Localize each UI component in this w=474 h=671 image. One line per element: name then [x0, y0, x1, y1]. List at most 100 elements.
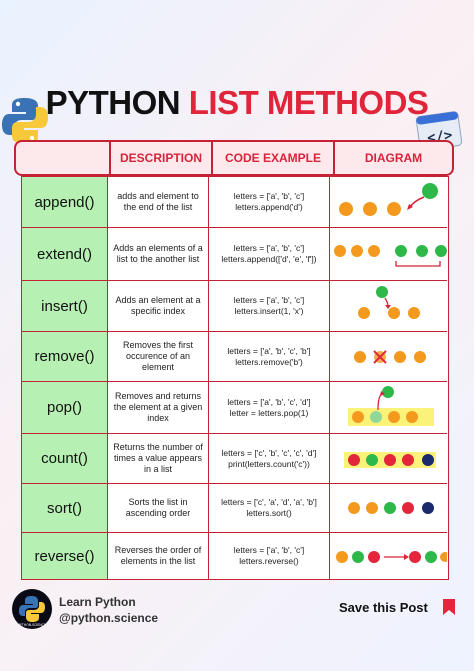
- green-dot: [425, 551, 437, 563]
- orange-dot: [348, 502, 360, 514]
- diagram-sort: [330, 484, 447, 532]
- orange-dot: [336, 551, 348, 563]
- title-part1: PYTHON: [45, 84, 181, 121]
- method-description: Reverses the order of elements in the li…: [108, 533, 209, 579]
- diagram-extend: [330, 228, 447, 280]
- bookmark-icon[interactable]: [442, 598, 456, 616]
- method-description: Sorts the list in ascending order: [108, 484, 209, 532]
- orange-dot: [368, 245, 380, 257]
- orange-dot: [339, 202, 353, 216]
- table-row: extend() Adds an elements of a list to t…: [22, 228, 447, 281]
- method-description: Adds an elements of a list to the anothe…: [108, 228, 209, 280]
- cross-icon: [373, 350, 387, 364]
- method-name: count(): [22, 434, 108, 483]
- code-line: letters.remove('b'): [235, 356, 303, 367]
- method-name: pop(): [22, 382, 108, 433]
- page-title: PYTHON LIST METHODS: [0, 84, 474, 122]
- orange-dot: [351, 245, 363, 257]
- bracket-icon: [395, 261, 441, 267]
- table-header: DESCRIPTION CODE EXAMPLE DIAGRAM: [14, 140, 454, 176]
- table-row: remove() Removes the first occurence of …: [22, 332, 447, 382]
- code-example: letters = ['a', 'b', 'c'] letters.insert…: [209, 281, 330, 331]
- method-name: insert(): [22, 281, 108, 331]
- code-line: letters.sort(): [246, 508, 292, 518]
- orange-dot: [366, 502, 378, 514]
- orange-dot: [387, 202, 401, 216]
- red-dot: [409, 551, 421, 563]
- diagram-count: [330, 434, 447, 483]
- table-row: pop() Removes and returns the element at…: [22, 382, 447, 434]
- code-example: letters = ['a', 'b', 'c', 'd'] letter = …: [209, 382, 330, 433]
- orange-dot: [408, 307, 420, 319]
- code-example: letters = ['a', 'b', 'c'] letters.append…: [209, 228, 330, 280]
- arrow-icon: [409, 196, 425, 208]
- red-dot: [402, 502, 414, 514]
- orange-dot: [388, 307, 400, 319]
- orange-dot: [440, 552, 447, 562]
- arrow-icon: [377, 393, 383, 411]
- orange-dot: [358, 307, 370, 319]
- green-dot: [422, 183, 438, 199]
- method-description: adds and element to the end of the list: [108, 177, 209, 227]
- header-description: DESCRIPTION: [119, 151, 202, 165]
- brand-handle[interactable]: @python.science: [59, 611, 159, 625]
- orange-dot: [406, 411, 418, 423]
- green-dot: [376, 286, 388, 298]
- header-divider: [109, 142, 111, 174]
- orange-dot: [394, 351, 406, 363]
- table-row: sort() Sorts the list in ascending order…: [22, 484, 447, 533]
- orange-dot: [414, 351, 426, 363]
- method-name: sort(): [22, 484, 108, 532]
- code-example: letters = ['a', 'b', 'c', 'b'] letters.r…: [209, 332, 330, 381]
- code-line: letters = ['c', 'b', 'c', 'c', 'd']: [221, 447, 317, 458]
- header-divider: [333, 142, 335, 174]
- python-logo-icon: [2, 98, 48, 144]
- svg-text:PYTHON.SCIENCE: PYTHON.SCIENCE: [18, 623, 46, 627]
- orange-dot: [388, 411, 400, 423]
- code-line: letters = ['a', 'b', 'c']: [233, 243, 305, 253]
- navy-dot: [422, 502, 434, 514]
- python-logo-icon: PYTHON.SCIENCE: [18, 596, 46, 627]
- diagram-append: [330, 177, 447, 227]
- diagram-pop: [330, 382, 447, 433]
- faded-dot: [370, 411, 382, 423]
- code-example: letters = ['a', 'b', 'c'] letters.revers…: [209, 533, 330, 579]
- green-dot: [395, 245, 407, 257]
- arrow-head: [385, 305, 391, 309]
- code-line: letters.append(['d', 'e', 'f']): [221, 254, 317, 264]
- arrow-head: [404, 554, 409, 560]
- diagram-remove: [330, 332, 447, 381]
- code-line: letters = ['a', 'b', 'c']: [233, 295, 305, 305]
- code-example: letters = ['c', 'b', 'c', 'c', 'd'] prin…: [209, 434, 330, 483]
- table-row: count() Returns the number of times a va…: [22, 434, 447, 484]
- methods-table: DESCRIPTION CODE EXAMPLE DIAGRAM append(…: [14, 140, 454, 580]
- code-example: letters = ['a', 'b', 'c'] letters.append…: [209, 177, 330, 227]
- code-line: letters = ['a', 'b', 'c', 'b']: [227, 345, 311, 356]
- code-line: letters.insert(1, 'x'): [234, 306, 304, 316]
- green-dot: [384, 502, 396, 514]
- code-line: letters = ['c', 'a', 'd', 'a', 'b']: [221, 497, 317, 507]
- diagram-insert: [330, 281, 447, 331]
- code-line: letters.append('d'): [235, 202, 303, 212]
- red-dot: [368, 551, 380, 563]
- avatar[interactable]: PYTHON.SCIENCE: [12, 589, 52, 629]
- red-dot: [348, 454, 360, 466]
- green-dot: [366, 454, 378, 466]
- title-part2: LIST METHODS: [188, 84, 429, 121]
- method-name: reverse(): [22, 533, 108, 579]
- orange-dot: [354, 351, 366, 363]
- method-description: Adds an element at a specific index: [108, 281, 209, 331]
- code-line: letters = ['a', 'b', 'c']: [233, 191, 305, 201]
- method-description: Returns the number of times a value appe…: [108, 434, 209, 483]
- orange-dot: [352, 411, 364, 423]
- table-row: insert() Adds an element at a specific i…: [22, 281, 447, 332]
- header-divider: [211, 142, 213, 174]
- green-dot: [382, 386, 394, 398]
- code-line: letters.reverse(): [239, 556, 299, 566]
- method-name: append(): [22, 177, 108, 227]
- navy-dot: [422, 454, 434, 466]
- header-code: CODE EXAMPLE: [224, 151, 321, 165]
- green-dot: [435, 245, 447, 257]
- green-dot: [352, 551, 364, 563]
- save-post-button[interactable]: Save this Post: [339, 600, 428, 615]
